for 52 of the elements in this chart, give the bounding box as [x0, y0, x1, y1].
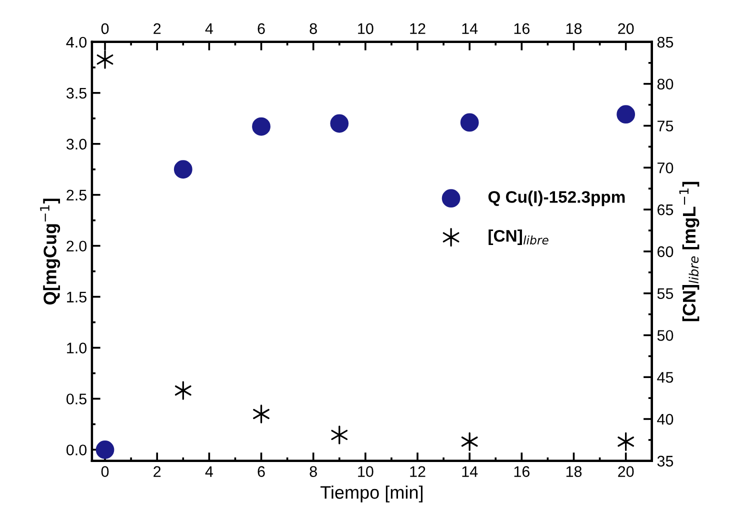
- x-tick-label: 12: [410, 466, 426, 477]
- x-tick-label: 18: [566, 466, 582, 477]
- x2-tick-label: 6: [258, 23, 265, 34]
- x2-tick-label: 14: [462, 23, 478, 34]
- x-tick-label: 6: [258, 466, 265, 477]
- x2-tick-label: 16: [514, 23, 530, 34]
- y-tick-label: 1.0: [67, 342, 87, 354]
- y2-tick-label: 60: [658, 246, 674, 258]
- x-tick-label: 20: [618, 466, 634, 477]
- y-axis-title: Q[mgCug$^{−1}$]: [40, 198, 60, 304]
- x2-tick-label: 18: [566, 23, 582, 34]
- y2-tick-label: 50: [657, 330, 674, 341]
- x2-tick-label: 8: [310, 23, 317, 34]
- y2-tick-label: 45: [657, 372, 674, 383]
- point: [330, 114, 349, 133]
- y-tick-label: 1.5: [67, 292, 86, 302]
- x2-tick-label: 20: [618, 23, 634, 34]
- x-tick-label: 8: [310, 466, 317, 477]
- x2-tick-label: 4: [205, 23, 213, 34]
- x-tick-label: 10: [358, 466, 374, 477]
- point: [174, 160, 192, 179]
- x-tick-label: 16: [514, 466, 530, 477]
- point: [616, 105, 636, 124]
- x-axis-title: Tiempo [min]: [320, 486, 422, 502]
- x-tick-label: 14: [462, 466, 478, 477]
- x-tick-label: 2: [154, 466, 161, 477]
- y-tick-label: 0.5: [66, 394, 86, 404]
- y-tick-label: 3.5: [66, 88, 86, 99]
- x-tick-label: 4: [205, 466, 213, 477]
- y-tick-label: 2.5: [66, 190, 86, 201]
- x2-tick-label: 2: [154, 23, 161, 34]
- y-tick-label: 3.0: [66, 138, 87, 150]
- y2-tick-label: 65: [658, 204, 674, 216]
- point: [460, 113, 479, 132]
- x2-tick-label: 10: [358, 23, 374, 34]
- point: [96, 440, 114, 459]
- y-tick-label: 4.0: [66, 36, 87, 48]
- x-tick-label: 0: [101, 466, 109, 477]
- y2-tick-label: 35: [657, 456, 674, 467]
- x2-tick-label: 12: [410, 23, 426, 34]
- x2-tick-label: 0: [101, 23, 109, 34]
- y2-tick-label: 40: [657, 414, 674, 425]
- y2-axis-title: [CN]$_{libre}$ [mgL$^{−1}$]: [679, 182, 700, 322]
- legend-label: Q Cu(I)-152.3ppm: [488, 190, 625, 206]
- y-tick-label: 2.0: [66, 240, 87, 252]
- y2-tick-label: 85: [657, 36, 674, 48]
- y2-tick-label: 80: [657, 78, 674, 90]
- y2-tick-label: 75: [658, 120, 674, 132]
- y2-tick-label: 70: [658, 162, 674, 174]
- y2-tick-label: 55: [657, 288, 674, 300]
- y-tick-label: 0.0: [66, 444, 87, 456]
- point: [252, 117, 270, 136]
